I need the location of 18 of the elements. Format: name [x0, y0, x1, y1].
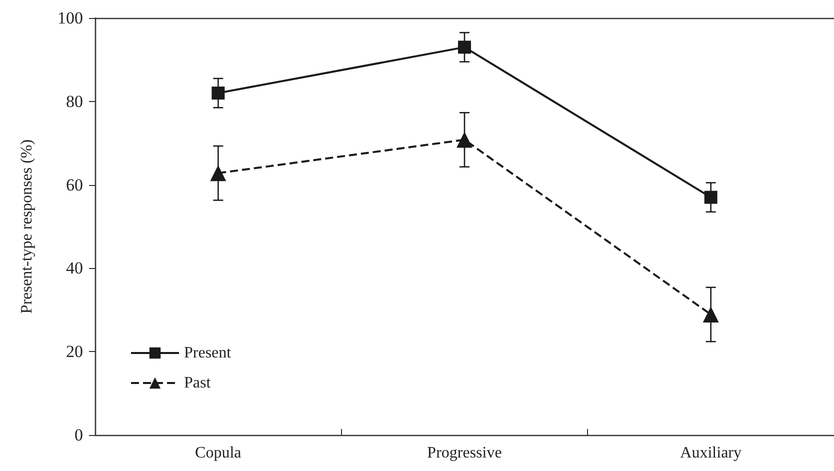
y-tick-label: 0 — [74, 426, 83, 444]
y-tick-label: 80 — [66, 92, 83, 111]
y-tick-label: 20 — [66, 342, 83, 362]
y-tick-label: 40 — [66, 258, 83, 278]
x-tick-label: Copula — [195, 444, 242, 462]
x-tick-label: Auxiliary — [680, 444, 742, 462]
point — [212, 86, 225, 100]
x-tick-label: Progressive — [427, 444, 502, 462]
y-tick-label: 60 — [66, 175, 83, 194]
y-tick-label: 100 — [58, 8, 83, 28]
point — [702, 306, 719, 322]
legend-label: Past — [184, 374, 212, 392]
y-axis-title: Present-type responses (%) — [18, 139, 36, 314]
point — [210, 165, 226, 182]
point — [704, 190, 718, 204]
point — [458, 40, 471, 54]
legend-label: Present — [184, 344, 232, 362]
point — [456, 132, 472, 148]
